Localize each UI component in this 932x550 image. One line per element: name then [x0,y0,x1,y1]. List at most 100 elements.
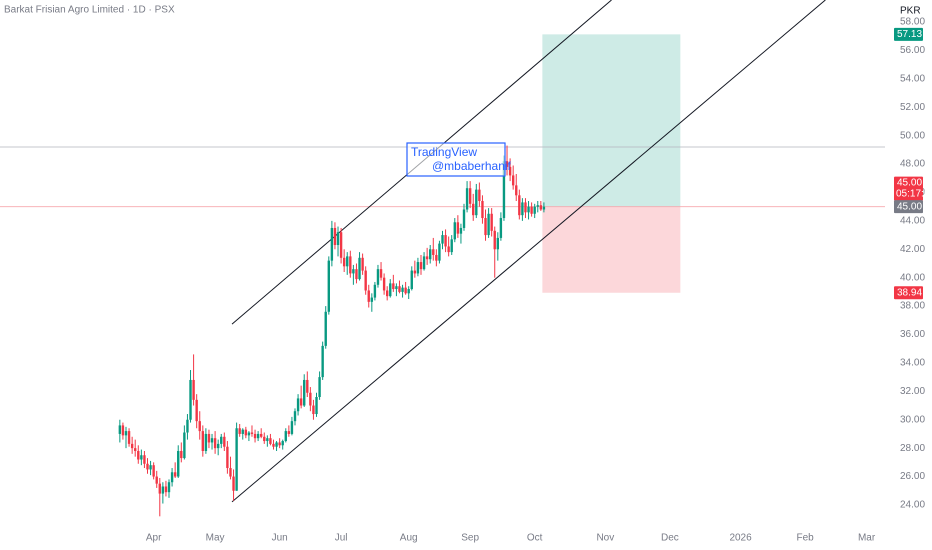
candle-body [315,397,318,415]
candle-body [453,222,456,240]
candle-body [527,206,530,213]
channel-line [231,0,826,503]
last-price-bg [894,176,923,201]
candle-body [223,436,226,447]
candle-body [290,421,294,434]
candle-body [241,429,244,434]
candle-body [438,243,441,261]
candle-body [146,463,149,470]
y-tick-label: 32.00 [900,386,925,397]
y-tick-label: 58.00 [900,17,925,28]
candle-body [398,286,401,292]
candle-body [385,290,389,297]
candle-body [404,287,407,294]
candle-body [321,345,324,378]
candle-body [352,269,355,274]
candle-body [472,203,475,216]
chart-title: Barkat Frisian Agro Limited · 1D · PSX [4,5,175,16]
y-tick-label: 38.00 [900,301,925,312]
y-tick-label: 26.00 [900,471,925,482]
candle-body [235,428,238,491]
y-tick-label: 34.00 [900,358,925,369]
candle-body [367,290,370,302]
candle-body [244,429,248,436]
candle-body [220,436,223,444]
x-tick-label: Feb [796,533,814,544]
candle-body [542,206,546,210]
candle-body [447,246,450,253]
candle-body [155,476,158,484]
x-tick-label: Dec [661,533,679,544]
candle-body [167,482,171,493]
candle-body [530,206,533,214]
candle-body [149,465,152,470]
candle-body [429,249,432,260]
candle-body [226,446,229,469]
candle-body [127,431,131,444]
candle-body [183,432,186,459]
candle-body [355,269,358,280]
candle-body [259,433,263,437]
y-tick-label: 24.00 [900,500,925,511]
candle-body [238,428,241,434]
annotation-text: @mbaberhanif [432,159,512,173]
candle-body [192,379,195,400]
candle-body [161,486,165,494]
stop-zone [542,206,681,293]
candle-body [349,256,352,274]
y-tick-label: 28.00 [900,443,925,454]
candle-body [327,260,331,312]
x-tick-label: Sep [461,533,479,544]
candle-body [478,189,481,201]
candle-body [275,442,278,447]
candle-body [389,283,392,297]
candle-body [487,213,490,236]
candle-body [521,202,524,216]
candle-body [361,257,364,271]
candle-body [296,398,300,412]
candle-body [189,379,192,420]
candle-body [232,476,235,491]
stop-label-bg [894,286,923,300]
candle-body [287,431,291,434]
candle-body [419,262,423,270]
annotation-text: TradingView [411,145,477,159]
candle-body [293,411,297,422]
candle-body [468,188,472,204]
candle-body [204,433,208,451]
candle-body [481,200,484,219]
candle-body [373,284,377,298]
candle-body [459,227,463,234]
candle-body [299,398,303,406]
y-tick-label: 54.00 [900,73,925,84]
candle-body [465,188,469,210]
candle-body [511,175,515,186]
candle-body [201,431,205,451]
candle-body [330,227,334,261]
x-tick-label: Jun [272,533,288,544]
candle-body [407,289,410,294]
candle-body [401,287,404,292]
x-tick-label: Oct [527,533,543,544]
candle-body [456,222,460,234]
candle-body [137,450,140,460]
x-tick-label: Aug [400,533,418,544]
target-label-bg [894,27,923,41]
candle-body [278,442,281,446]
candle-body [269,438,272,444]
candle-body [152,465,155,477]
candle-body [333,227,337,246]
candle-body [143,455,146,464]
candle-body [306,379,309,393]
candle-body [392,283,395,290]
candle-body [435,254,438,261]
candle-body [432,249,435,255]
x-tick-label: May [206,533,225,544]
candle-body [247,432,251,436]
candle-body [508,166,512,176]
candle-body [382,277,386,291]
candle-body [263,436,266,442]
candle-body [140,455,143,460]
x-tick-label: Jul [335,533,348,544]
